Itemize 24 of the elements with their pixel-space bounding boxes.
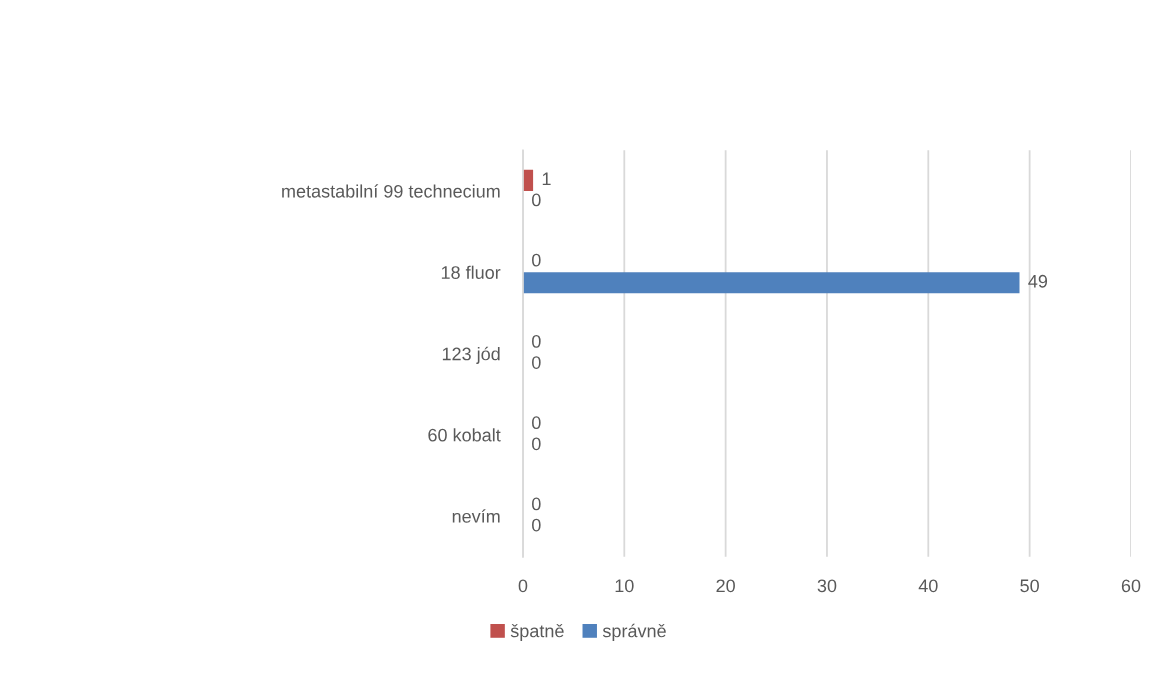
x-tick-label: 50 [1020, 579, 1039, 593]
legend-label: špatně [510, 624, 564, 641]
legend-label: správně [602, 623, 666, 641]
y-tick-label: metastabilní 99 technecium [282, 184, 500, 198]
x-tick-label: 10 [615, 579, 634, 593]
y-tick-label: 123 jód [442, 346, 500, 364]
data-label: 0 [532, 518, 541, 532]
x-tick-label: 30 [817, 579, 837, 593]
data-label: 0 [532, 437, 541, 451]
x-tick-label: 60 [1121, 579, 1141, 593]
y-tick-label: 18 fluor [441, 265, 501, 279]
data-label: 0 [532, 335, 541, 348]
data-label: 49 [1028, 274, 1048, 288]
x-tick-label: 0 [518, 579, 528, 593]
data-label: 1 [542, 172, 551, 186]
data-label: 0 [532, 253, 541, 267]
y-tick-label: nevím [452, 509, 500, 523]
y-tick-label: 60 kobalt [428, 428, 501, 442]
data-label: 0 [532, 356, 541, 369]
data-label: 0 [532, 193, 541, 207]
data-label: 0 [532, 416, 541, 430]
x-tick-label: 20 [716, 579, 735, 593]
x-tick-label: 40 [918, 579, 938, 593]
data-label: 0 [532, 497, 541, 511]
